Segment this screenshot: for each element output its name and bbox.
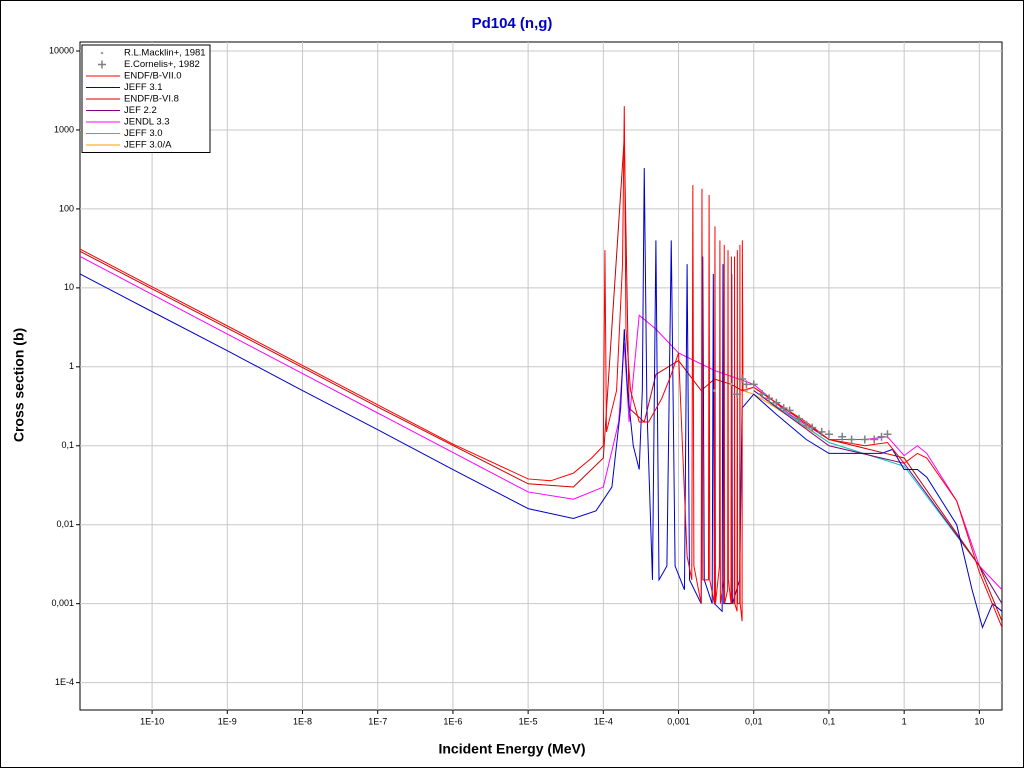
chart-title: Pd104 (n,g)	[472, 15, 553, 32]
x-tick-label: 10	[974, 716, 984, 726]
y-tick-label: 0,1	[61, 440, 74, 450]
data-layer	[80, 106, 1002, 629]
series-line	[80, 137, 1002, 622]
data-point	[838, 432, 847, 441]
y-tick-label: 1000	[54, 124, 74, 134]
data-point	[729, 383, 733, 386]
data-point	[860, 435, 869, 444]
data-point	[870, 435, 879, 444]
legend-label: JEFF 3.0	[124, 128, 163, 139]
y-tick-label: 10000	[49, 45, 74, 55]
x-tick-label: 1E-9	[218, 716, 237, 726]
y-tick-label: 1	[69, 361, 74, 371]
data-point	[877, 432, 886, 441]
x-tick-label: 0,001	[667, 716, 690, 726]
data-point	[817, 427, 826, 436]
y-tick-label: 100	[59, 203, 74, 213]
legend-label: ENDF/B-VI.8	[124, 94, 179, 105]
y-tick-label: 1E-4	[55, 677, 74, 687]
series-line	[80, 255, 1002, 591]
x-tick-label: 1E-5	[519, 716, 538, 726]
data-point	[758, 390, 767, 399]
data-point	[745, 389, 748, 392]
x-tick-label: 1E-6	[443, 716, 462, 726]
legend-swatch	[98, 60, 106, 69]
y-tick-label: 0,001	[51, 598, 74, 608]
plot-area	[79, 41, 1003, 711]
x-tick-label: 0,1	[823, 716, 836, 726]
data-point	[738, 375, 747, 384]
y-tick-label: 0,01	[56, 519, 74, 529]
x-tick-label: 0,01	[745, 716, 763, 726]
x-tick-label: 1E-7	[368, 716, 387, 726]
x-tick-label: 1	[902, 716, 907, 726]
y-tick-label: 10	[64, 282, 74, 292]
data-point	[713, 389, 716, 392]
legend-swatch	[100, 51, 104, 55]
data-point	[808, 423, 817, 432]
y-axis-label: Cross section (b)	[11, 328, 27, 442]
legend-label: E.Cornelis+, 1982	[124, 59, 200, 70]
data-point	[802, 421, 811, 430]
data-point	[795, 414, 804, 423]
data-point	[824, 430, 833, 439]
data-point	[772, 398, 781, 407]
grid: 1E-10 1E-9 1E-8 1E-7 1E-6 1E-5 1E-4 0,001 0,01 0,…	[49, 42, 1002, 726]
legend-label: JEFF 3.1	[124, 82, 163, 93]
data-point	[785, 406, 794, 415]
x-axis-label: Incident Energy (MeV)	[438, 741, 585, 757]
data-point	[742, 380, 751, 389]
x-tick-label: 1E-10	[140, 716, 164, 726]
x-tick-label: 1E-8	[293, 716, 312, 726]
data-point	[847, 435, 856, 444]
series-line	[80, 106, 1002, 628]
data-point	[779, 404, 788, 413]
legend-label: JEFF 3.0/A	[124, 140, 172, 151]
data-point	[883, 430, 892, 439]
legend-label: JENDL 3.3	[124, 117, 170, 128]
legend-label: JEF 2.2	[124, 105, 157, 116]
data-point	[733, 390, 742, 399]
data-point	[749, 380, 758, 389]
legend-label: R.L.Macklin+, 1981	[124, 48, 206, 59]
x-tick-label: 1E-4	[594, 716, 613, 726]
data-point	[765, 394, 774, 403]
legend-label: ENDF/B-VII.0	[124, 71, 182, 82]
